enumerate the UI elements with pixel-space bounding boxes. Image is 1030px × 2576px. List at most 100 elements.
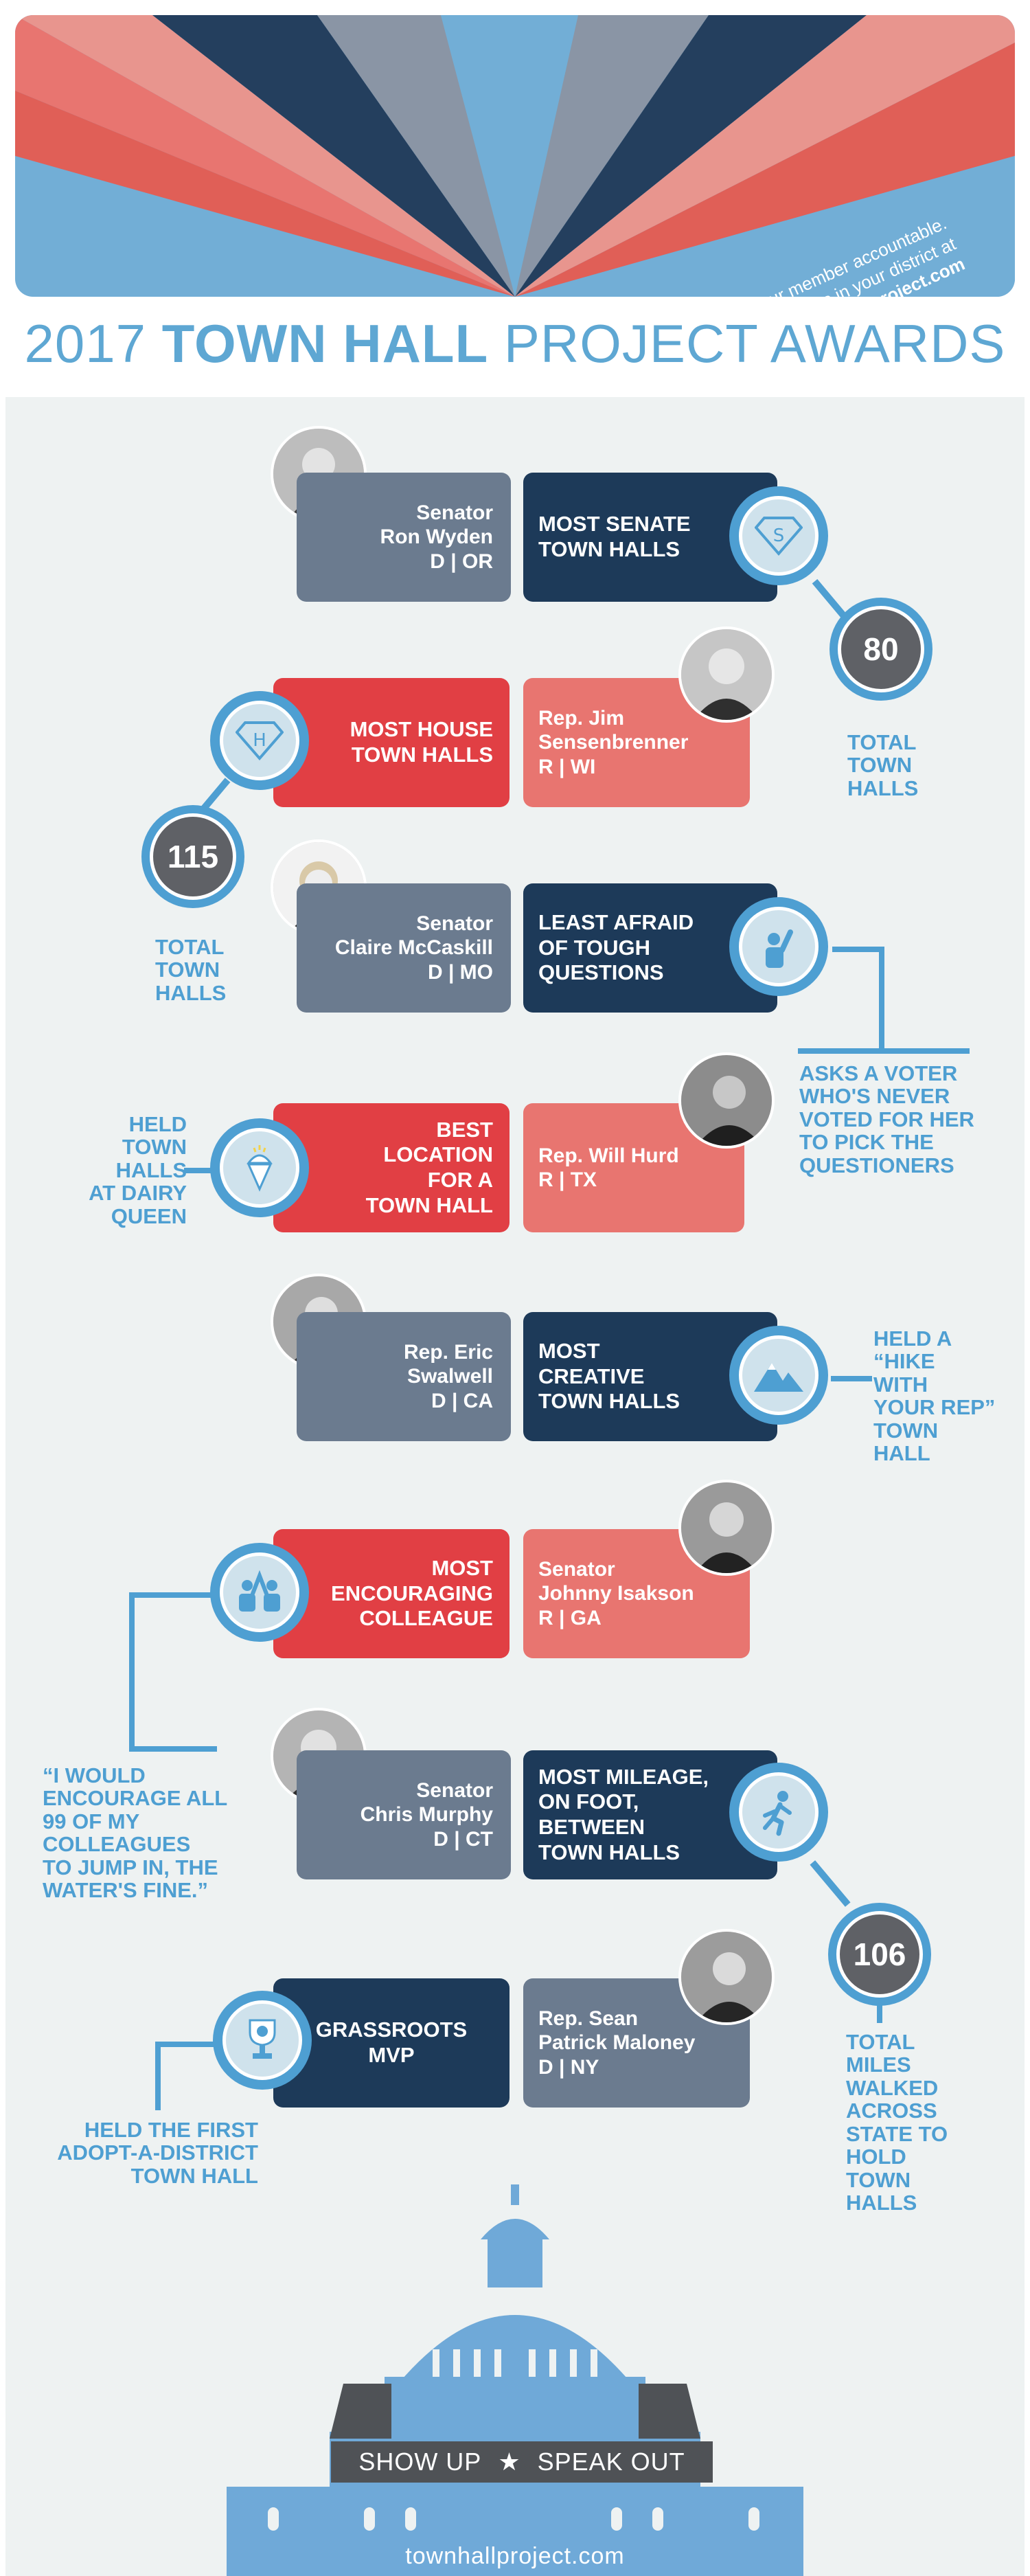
award-label: LEAST AFRAID (538, 910, 694, 935)
note-sensenbrenner: TOTAL TOWN HALLS (155, 935, 227, 1005)
note-line: VOTED FOR HER (799, 1107, 974, 1131)
award-label: LOCATION (383, 1142, 493, 1167)
nominee-title: Rep. Eric (403, 1340, 493, 1364)
note-line: TOTAL (846, 2030, 915, 2054)
award-label: MOST HOUSE (350, 717, 493, 742)
note-isakson-quote: “I WOULD ENCOURAGE ALL 99 OF MY COLLEAGU… (43, 1764, 227, 1902)
nominee-name: Johnny Isakson (538, 1582, 694, 1605)
runner-icon (763, 1791, 792, 1836)
connector-line (798, 1048, 970, 1054)
high-five-icon (239, 1570, 280, 1612)
award-badge (729, 1326, 828, 1425)
award-label: MOST MILEAGE, (538, 1764, 709, 1789)
award-label: BETWEEN (538, 1815, 645, 1839)
awards-panel (5, 397, 1025, 2576)
footer-url-link[interactable]: townhallproject.com (405, 2543, 625, 2569)
star-icon: ★ (498, 2448, 521, 2476)
note-line: HELD THE FIRST (84, 2118, 258, 2142)
nominee-card-murphy: Senator Chris Murphy D | CT (297, 1750, 511, 1879)
note-line: TOWN (847, 753, 913, 778)
nominee-party: R | GA (538, 1606, 602, 1629)
award-label: BEST (436, 1117, 493, 1142)
note-line: “HIKE (873, 1349, 935, 1374)
connector-line (129, 1592, 135, 1752)
stat-value: 115 (150, 813, 236, 900)
superman-s-icon: S (755, 517, 803, 556)
note-line: MILES (846, 2053, 911, 2077)
note-line: ASKS A VOTER (799, 1061, 958, 1085)
award-label: CREATIVE (538, 1364, 645, 1388)
svg-text:H: H (253, 730, 266, 751)
award-badge: S (729, 486, 828, 585)
page-title: 2017 TOWN HALL PROJECT AWARDS (0, 313, 1030, 375)
note-mccaskill: ASKS A VOTER WHO'S NEVER VOTED FOR HER T… (799, 1062, 974, 1177)
award-label: OF TOUGH (538, 935, 651, 960)
note-line: TO JUMP IN, THE (43, 1855, 218, 1879)
note-swalwell: HELD A “HIKE WITH YOUR REP” TOWN HALL (873, 1327, 995, 1465)
title-year: 2017 (24, 313, 147, 374)
award-card-most-encouraging: MOST ENCOURAGING COLLEAGUE (273, 1529, 510, 1658)
nominee-party: D | NY (538, 2055, 599, 2079)
award-card-least-afraid: LEAST AFRAID OF TOUGH QUESTIONS (523, 883, 777, 1013)
nominee-party: D | MO (427, 960, 493, 984)
nominee-name: Sensenbrenner (538, 731, 689, 754)
award-label: TOWN HALLS (538, 1389, 680, 1414)
connector-line (155, 2042, 161, 2110)
award-label: MVP (368, 2043, 415, 2067)
slogan-show-up: SHOW UP (358, 2448, 482, 2476)
note-line: TOWN HALL (130, 2163, 258, 2188)
nominee-title: Senator (416, 1778, 493, 1802)
note-line: HALLS (115, 1157, 187, 1182)
sunburst-banner (15, 15, 1015, 297)
title-rest: PROJECT AWARDS (503, 313, 1006, 374)
award-badge (210, 1543, 309, 1642)
note-line: “I WOULD (43, 1763, 146, 1787)
note-line: WALKED (846, 2075, 939, 2100)
award-card-best-location: BEST LOCATION FOR A TOWN HALL (273, 1103, 510, 1232)
nominee-title: Rep. Sean (538, 2007, 639, 2030)
note-line: HALLS (155, 980, 227, 1005)
nominee-title: Senator (538, 1557, 615, 1581)
award-label: ENCOURAGING (331, 1581, 493, 1605)
note-line: COLLEAGUES (43, 1832, 191, 1857)
connector-line (877, 1996, 882, 2023)
award-card-most-house: MOST HOUSE TOWN HALLS (273, 678, 510, 807)
note-line: TOWN (155, 958, 220, 982)
capitol-building-illustration (227, 2184, 803, 2576)
award-label: QUESTIONS (538, 960, 664, 985)
nominee-party: D | OR (430, 550, 493, 573)
note-line: TOWN (122, 1135, 187, 1160)
award-label: TOWN HALL (365, 1193, 493, 1217)
mountain-icon (754, 1363, 803, 1392)
award-label: COLLEAGUE (359, 1606, 493, 1631)
slogan-banner: SHOW UP ★ SPEAK OUT (331, 2441, 713, 2483)
note-line: WHO'S NEVER (799, 1084, 950, 1109)
award-label: TOWN HALLS (538, 537, 680, 561)
note-murphy: TOTAL MILES WALKED ACROSS STATE TO HOLD … (846, 2031, 948, 2215)
connector-line (129, 1746, 217, 1752)
award-label: FOR A (427, 1168, 493, 1192)
note-line: TOTAL (847, 730, 917, 754)
note-line: STATE TO (846, 2121, 948, 2146)
connector-line (155, 2042, 220, 2047)
note-line: HALLS (847, 776, 919, 800)
note-line: HOLD (846, 2145, 906, 2169)
note-line: TOTAL (155, 935, 225, 959)
nominee-card-mccaskill: Senator Claire McCaskill D | MO (297, 883, 511, 1013)
award-card-grassroots-mvp: GRASSROOTS MVP (273, 1978, 510, 2108)
note-hurd: HELD TOWN HALLS AT DAIRY QUEEN (84, 1113, 187, 1228)
award-label: ON FOOT, (538, 1789, 639, 1814)
note-line: HALLS (846, 2191, 917, 2215)
stat-badge-115: 115 (141, 805, 244, 908)
award-label: MOST SENATE (538, 512, 691, 536)
nominee-name: Patrick Maloney (538, 2031, 696, 2055)
nominee-name: Swalwell (407, 1365, 493, 1388)
nominee-party: R | TX (538, 1168, 597, 1191)
note-maloney: HELD THE FIRST ADOPT-A-DISTRICT TOWN HAL… (36, 2118, 258, 2188)
nominee-party: R | WI (538, 755, 596, 778)
note-line: WATER'S FINE.” (43, 1878, 209, 1903)
award-badge (210, 1118, 309, 1217)
nominee-party: D | CA (431, 1389, 493, 1412)
photo-johnny-isakson (678, 1480, 775, 1576)
award-badge (729, 1763, 828, 1862)
